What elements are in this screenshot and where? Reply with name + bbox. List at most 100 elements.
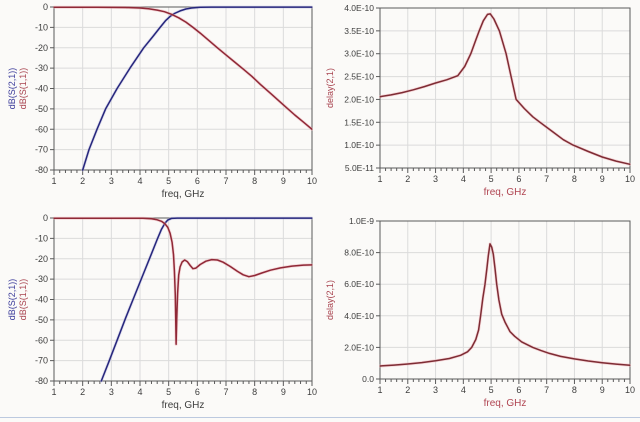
- y-axis-title: dB(S(1,1)): [18, 279, 28, 321]
- x-tick-label: 9: [281, 176, 286, 186]
- x-tick-label: 2: [80, 387, 85, 397]
- x-axis-title: freq, GHz: [162, 189, 205, 200]
- y-axis-title: dB(S(2,1)): [7, 279, 17, 321]
- x-axis-title: freq, GHz: [162, 400, 205, 411]
- x-tick-label: 10: [625, 385, 635, 395]
- divider-line: [0, 417, 640, 418]
- x-tick-label: 10: [625, 174, 635, 184]
- y-axis-title: dB(S(1,1)): [18, 68, 28, 110]
- axis-ticks: [50, 217, 313, 386]
- x-tick-label: 7: [223, 176, 228, 186]
- y-tick-label: -50: [35, 315, 48, 325]
- gridlines: [380, 8, 630, 168]
- y-tick-label: -40: [35, 295, 48, 305]
- chart-canvas-tr: 1 2 3 4 5 6 7 8 9 10 4.0E-10 3.5E-10 3.0E-10 2.5E-10 2…: [325, 3, 635, 198]
- x-tick-label: 1: [377, 174, 382, 184]
- y-tick-label: -30: [35, 274, 48, 284]
- x-tick-label: 7: [544, 385, 549, 395]
- series-db-s11: [53, 216, 313, 346]
- x-tick-label: 8: [252, 176, 257, 186]
- series-db-s21: [99, 216, 313, 383]
- chart-top-right-group-delay: 1 2 3 4 5 6 7 8 9 10 4.0E-10 3.5E-10 3.0E-10 2.5E-10 2…: [320, 0, 640, 211]
- x-tick-label: 3: [109, 176, 114, 186]
- y-tick-label: -70: [35, 145, 48, 155]
- chart-canvas-bl: 1 2 3 4 5 6 7 8 9 10 0 -10 -20 -30 -40 -50 -60 -70 -80 freq…: [7, 213, 317, 411]
- x-tick-label: 1: [51, 176, 56, 186]
- x-tick-label: 3: [433, 385, 438, 395]
- x-tick-label: 2: [405, 174, 410, 184]
- tick-labels: 1 2 3 4 5 6 7 8 9 10 0 -10 -20 -30 -40 -50 -60 -70 -80: [35, 213, 317, 397]
- y-tick-label: 2.0E-10: [344, 342, 374, 352]
- tick-labels: 1 2 3 4 5 6 7 8 9 10 1.0E-9 8.0E-10 6.0E-10 4.0E-10 2.…: [344, 216, 635, 395]
- x-tick-label: 10: [307, 176, 317, 186]
- gridlines: [54, 7, 312, 170]
- y-tick-label: -70: [35, 356, 48, 366]
- y-tick-label: -10: [35, 22, 48, 32]
- x-tick-label: 6: [195, 387, 200, 397]
- x-axis-title: freq, GHz: [484, 398, 527, 409]
- x-tick-label: 7: [223, 387, 228, 397]
- x-tick-label: 6: [195, 176, 200, 186]
- x-tick-label: 8: [572, 174, 577, 184]
- x-tick-label: 8: [572, 385, 577, 395]
- y-tick-label: -60: [35, 124, 48, 134]
- y-tick-label: 1.5E-10: [344, 117, 374, 127]
- x-tick-label: 5: [489, 385, 494, 395]
- y-tick-label: 1.0E-10: [344, 140, 374, 150]
- x-tick-label: 5: [166, 176, 171, 186]
- x-tick-label: 1: [51, 387, 56, 397]
- axis-ticks: [50, 6, 313, 175]
- plot-frame: [379, 7, 631, 169]
- y-tick-label: -60: [35, 335, 48, 345]
- x-tick-label: 5: [166, 387, 171, 397]
- y-tick-label: 0.0: [362, 374, 374, 384]
- y-tick-label: 3.5E-10: [344, 26, 374, 36]
- y-tick-label: -20: [35, 254, 48, 264]
- y-tick-label: 0: [43, 213, 48, 223]
- y-tick-label: 4.0E-10: [344, 3, 374, 13]
- y-tick-label: 6.0E-10: [344, 279, 374, 289]
- series-db-s21: [81, 5, 313, 172]
- y-tick-label: 8.0E-10: [344, 248, 374, 258]
- x-tick-label: 9: [281, 387, 286, 397]
- y-tick-label: 4.0E-10: [344, 311, 374, 321]
- x-tick-label: 6: [516, 174, 521, 184]
- x-tick-label: 4: [461, 174, 466, 184]
- x-tick-label: 1: [377, 385, 382, 395]
- plot-frame: [379, 220, 631, 380]
- series-delay21: [379, 242, 631, 368]
- tick-labels: 1 2 3 4 5 6 7 8 9 10 4.0E-10 3.5E-10 3.0E-10 2.5E-10 2…: [344, 3, 635, 184]
- x-tick-label: 10: [307, 387, 317, 397]
- y-tick-label: 2.0E-10: [344, 94, 374, 104]
- y-tick-label: -50: [35, 104, 48, 114]
- x-tick-label: 2: [80, 176, 85, 186]
- x-tick-label: 4: [137, 176, 142, 186]
- y-tick-label: 3.0E-10: [344, 49, 374, 59]
- y-tick-label: 0: [43, 2, 48, 12]
- series-db-s11: [53, 5, 313, 131]
- y-tick-label: -20: [35, 43, 48, 53]
- y-tick-label: 2.5E-10: [344, 72, 374, 82]
- chart-bottom-right-group-delay: 1 2 3 4 5 6 7 8 9 10 1.0E-9 8.0E-10 6.0E-10 4.0E-10 2.…: [320, 211, 640, 422]
- y-tick-label: -40: [35, 84, 48, 94]
- chart-bottom-left-s-parameters: 1 2 3 4 5 6 7 8 9 10 0 -10 -20 -30 -40 -50 -60 -70 -80 freq…: [0, 211, 320, 422]
- y-axis-title: delay(2,1): [325, 68, 335, 108]
- y-tick-label: -10: [35, 233, 48, 243]
- y-tick-label: -80: [35, 376, 48, 386]
- x-tick-label: 9: [600, 385, 605, 395]
- x-tick-label: 3: [109, 387, 114, 397]
- x-tick-label: 7: [544, 174, 549, 184]
- y-axis-title: delay(2,1): [325, 280, 335, 320]
- chart-canvas-br: 1 2 3 4 5 6 7 8 9 10 1.0E-9 8.0E-10 6.0E-10 4.0E-10 2.…: [325, 216, 635, 409]
- x-tick-label: 8: [252, 387, 257, 397]
- x-axis-title: freq, GHz: [484, 187, 527, 198]
- y-tick-label: -80: [35, 165, 48, 175]
- x-tick-label: 4: [137, 387, 142, 397]
- x-tick-label: 5: [489, 174, 494, 184]
- series-delay21: [379, 12, 631, 166]
- axis-ticks: [376, 7, 631, 173]
- y-tick-label: 1.0E-9: [349, 216, 374, 226]
- y-tick-label: -30: [35, 63, 48, 73]
- gridlines: [380, 221, 630, 379]
